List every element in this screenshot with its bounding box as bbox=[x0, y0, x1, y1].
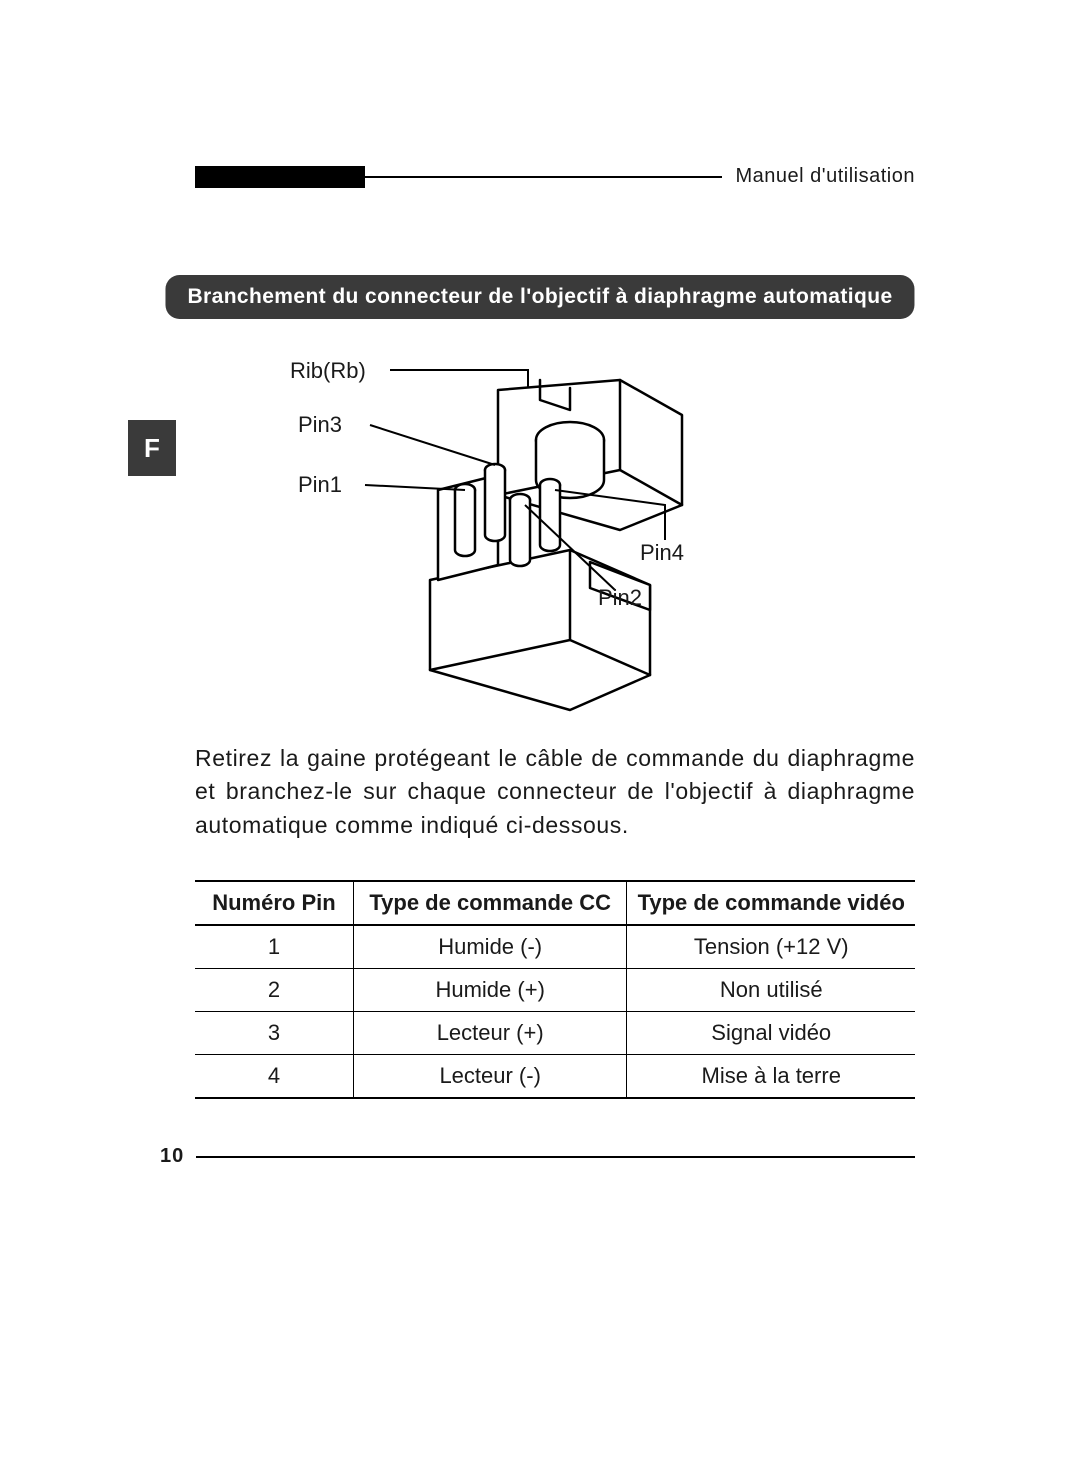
cell-cc: Lecteur (+) bbox=[353, 1012, 627, 1055]
header-rule bbox=[365, 176, 722, 178]
page-number: 10 bbox=[160, 1145, 184, 1168]
cell-cc: Humide (-) bbox=[353, 925, 627, 969]
cell-video: Tension (+12 V) bbox=[627, 925, 915, 969]
instruction-paragraph: Retirez la gaine protégeant le câble de … bbox=[195, 742, 915, 842]
cell-video: Mise à la terre bbox=[627, 1055, 915, 1099]
doc-title: Manuel d'utilisation bbox=[736, 165, 915, 188]
diagram-label-rib: Rib(Rb) bbox=[290, 358, 366, 384]
section-title: Branchement du connecteur de l'objectif … bbox=[165, 275, 914, 319]
cell-pin: 4 bbox=[195, 1055, 353, 1099]
table-row: 3 Lecteur (+) Signal vidéo bbox=[195, 1012, 915, 1055]
diagram-label-pin1: Pin1 bbox=[298, 472, 342, 498]
connector-diagram: Rib(Rb) Pin3 Pin1 Pin4 Pin2 bbox=[270, 340, 790, 720]
cell-video: Non utilisé bbox=[627, 969, 915, 1012]
cell-pin: 1 bbox=[195, 925, 353, 969]
connector-svg bbox=[270, 340, 790, 720]
footer-rule bbox=[196, 1156, 915, 1158]
col-header-video: Type de commande vidéo bbox=[627, 881, 915, 925]
header-bar bbox=[195, 166, 365, 188]
cell-video: Signal vidéo bbox=[627, 1012, 915, 1055]
cell-pin: 3 bbox=[195, 1012, 353, 1055]
table-row: 2 Humide (+) Non utilisé bbox=[195, 969, 915, 1012]
pin-table: Numéro Pin Type de commande CC Type de c… bbox=[195, 880, 915, 1099]
col-header-cc: Type de commande CC bbox=[353, 881, 627, 925]
table-header-row: Numéro Pin Type de commande CC Type de c… bbox=[195, 881, 915, 925]
diagram-label-pin4: Pin4 bbox=[640, 540, 684, 566]
diagram-label-pin3: Pin3 bbox=[298, 412, 342, 438]
cell-cc: Lecteur (-) bbox=[353, 1055, 627, 1099]
cell-cc: Humide (+) bbox=[353, 969, 627, 1012]
language-tab: F bbox=[128, 420, 176, 476]
manual-page: Manuel d'utilisation Branchement du conn… bbox=[0, 0, 1080, 1473]
col-header-pin: Numéro Pin bbox=[195, 881, 353, 925]
page-header: Manuel d'utilisation bbox=[195, 165, 915, 188]
cell-pin: 2 bbox=[195, 969, 353, 1012]
diagram-label-pin2: Pin2 bbox=[598, 585, 642, 611]
page-footer: 10 bbox=[160, 1145, 915, 1168]
table-row: 1 Humide (-) Tension (+12 V) bbox=[195, 925, 915, 969]
table-row: 4 Lecteur (-) Mise à la terre bbox=[195, 1055, 915, 1099]
